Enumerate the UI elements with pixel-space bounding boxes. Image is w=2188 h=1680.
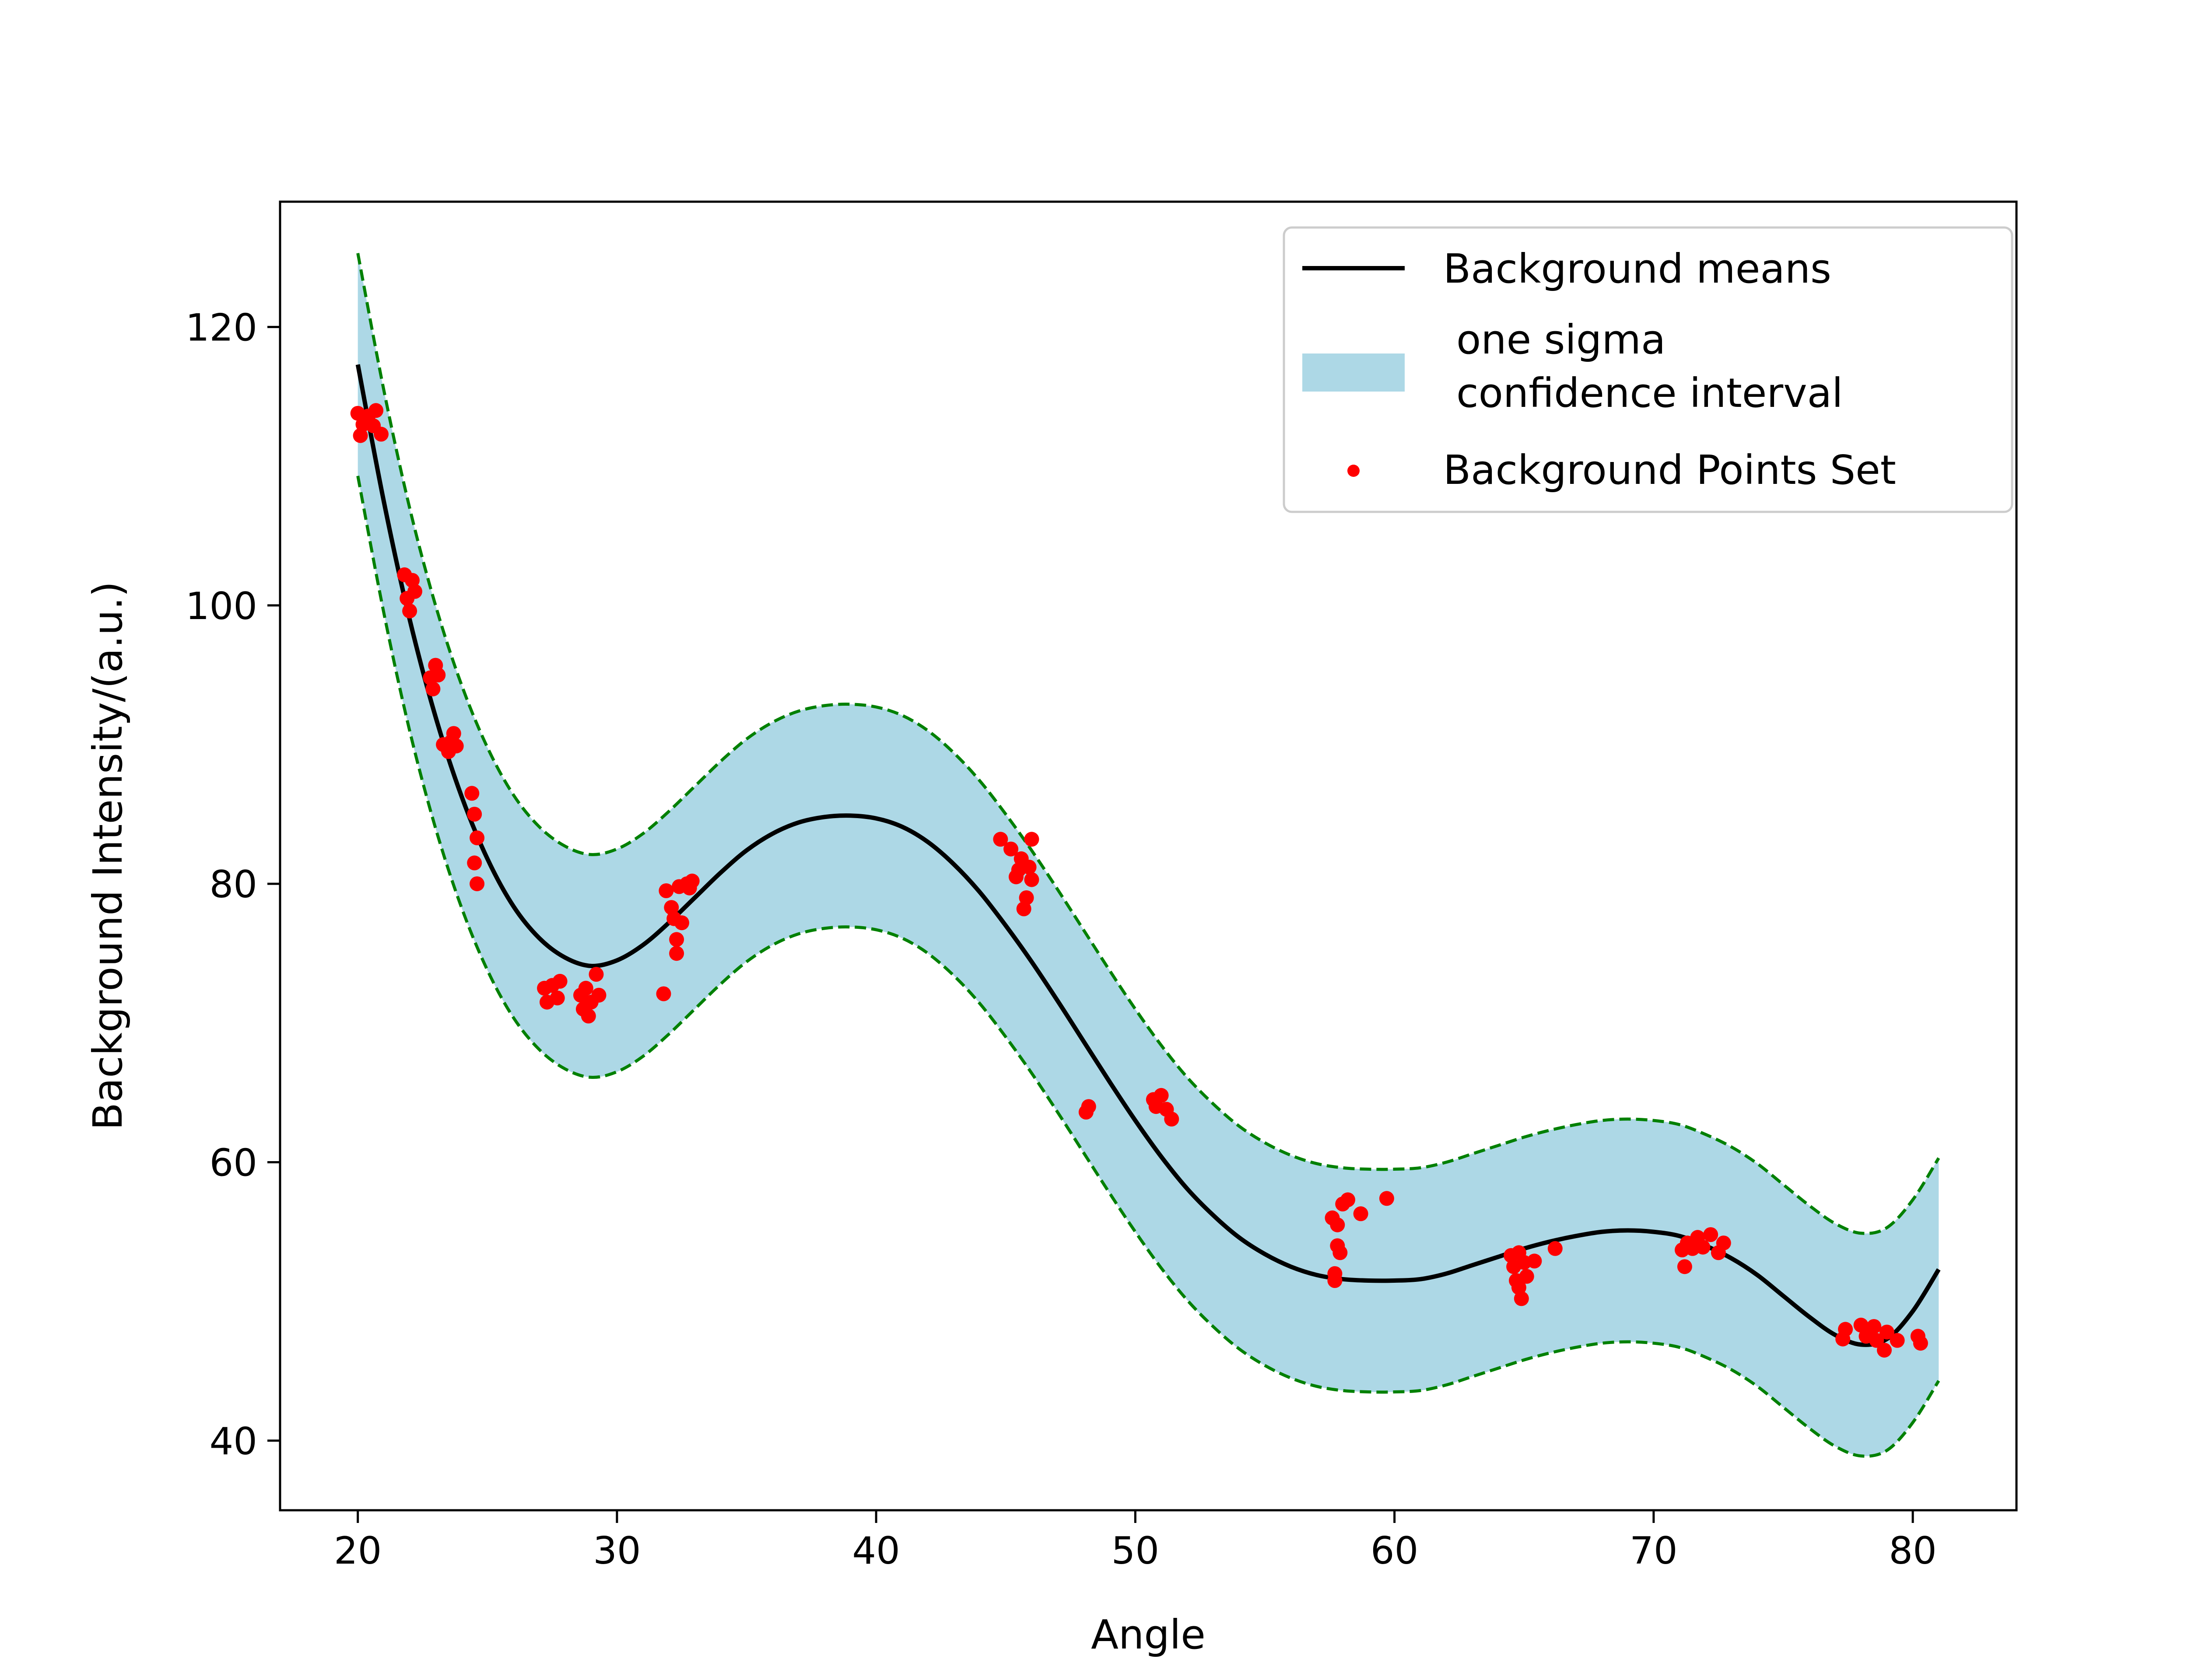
- background-point: [1703, 1227, 1718, 1242]
- background-point: [669, 932, 684, 947]
- background-point: [1519, 1269, 1534, 1284]
- background-point: [1879, 1324, 1894, 1340]
- background-point: [1330, 1217, 1345, 1232]
- background-point: [1003, 841, 1019, 857]
- x-tick-label: 50: [1112, 1529, 1159, 1573]
- background-point: [368, 403, 384, 418]
- y-axis-label: Background Intensity/(a.u.): [84, 581, 131, 1130]
- background-point: [405, 573, 420, 588]
- background-point: [589, 967, 604, 982]
- background-point: [1913, 1336, 1928, 1351]
- background-point: [1866, 1319, 1882, 1334]
- background-point: [656, 986, 671, 1001]
- background-point: [467, 855, 482, 871]
- background-point: [470, 830, 485, 846]
- x-tick-label: 40: [852, 1529, 900, 1573]
- background-point: [1332, 1245, 1348, 1260]
- background-point: [664, 900, 679, 915]
- background-point: [1019, 890, 1034, 905]
- background-point: [446, 726, 461, 741]
- legend-label-band: one sigma confidence interval: [1456, 316, 1843, 416]
- background-point: [1838, 1322, 1853, 1337]
- background-point: [550, 990, 565, 1006]
- y-tick-label: 60: [210, 1141, 257, 1185]
- x-tick-label: 30: [593, 1529, 641, 1573]
- y-tick-label: 40: [210, 1420, 257, 1463]
- legend-band-swatch: [1302, 354, 1405, 392]
- background-point: [1716, 1236, 1731, 1251]
- background-point: [1379, 1191, 1394, 1206]
- background-point: [1327, 1266, 1343, 1281]
- background-point: [659, 883, 674, 898]
- x-tick-label: 60: [1371, 1529, 1418, 1573]
- background-point: [1021, 860, 1037, 875]
- background-point: [467, 807, 482, 822]
- background-point: [1527, 1253, 1542, 1269]
- background-point: [669, 946, 684, 961]
- plot-frame: [279, 200, 2018, 1512]
- confidence-band: [356, 253, 1940, 1458]
- x-tick-label: 80: [1889, 1529, 1936, 1573]
- background-point: [374, 427, 389, 442]
- legend-band-line-1: one sigma: [1456, 316, 1666, 363]
- background-point: [1340, 1192, 1355, 1208]
- background-point: [470, 876, 485, 892]
- background-point: [1024, 832, 1039, 847]
- background-point: [449, 738, 464, 754]
- background-point: [425, 681, 441, 696]
- x-tick-label: 70: [1630, 1529, 1677, 1573]
- background-point: [1016, 901, 1031, 917]
- legend-point-swatch: [1347, 465, 1360, 477]
- background-point: [1890, 1333, 1905, 1348]
- mean-line: [355, 364, 1941, 1347]
- background-point: [552, 973, 568, 989]
- x-tick-label: 20: [334, 1529, 382, 1573]
- background-point: [1154, 1088, 1169, 1103]
- background-points: [350, 403, 1928, 1358]
- background-point: [431, 667, 446, 682]
- x-axis-label: Angle: [1091, 1611, 1206, 1658]
- legend-box: [1283, 226, 2013, 513]
- x-ticks: 20 30 40 50 60 70 80: [334, 1510, 1937, 1573]
- background-point: [407, 584, 422, 599]
- y-tick-label: 120: [186, 306, 257, 350]
- legend: Background means one sigma confidence in…: [1283, 226, 2013, 513]
- background-point: [1081, 1099, 1096, 1114]
- mean-line-layer: [355, 364, 1941, 1347]
- background-point: [464, 786, 480, 801]
- background-point: [1511, 1280, 1526, 1295]
- confidence-band-fill: [358, 253, 1939, 1456]
- background-point: [1353, 1206, 1368, 1222]
- background-point: [1514, 1291, 1529, 1306]
- legend-label-points: Background Points Set: [1443, 447, 1896, 494]
- background-point: [674, 915, 689, 931]
- background-point: [1695, 1239, 1711, 1255]
- background-point: [578, 980, 593, 996]
- legend-band-line-2: confidence interval: [1456, 370, 1843, 416]
- background-point: [402, 603, 417, 619]
- background-point: [993, 832, 1008, 847]
- background-point: [1547, 1241, 1563, 1256]
- lower-bound-line: [356, 476, 1940, 1458]
- y-ticks: 40 60 80 100 120: [186, 306, 280, 1463]
- background-point: [581, 1008, 596, 1024]
- background-point: [353, 428, 368, 443]
- background-point: [1164, 1111, 1179, 1127]
- background-point: [1877, 1343, 1892, 1358]
- y-tick-label: 100: [186, 584, 257, 628]
- background-point: [684, 873, 700, 889]
- upper-bound-line: [356, 253, 1940, 1235]
- y-tick-label: 80: [210, 863, 257, 906]
- background-point: [1853, 1317, 1869, 1333]
- background-point: [1024, 872, 1039, 887]
- legend-label-mean: Background means: [1443, 245, 1831, 292]
- background-point: [591, 987, 607, 1003]
- background-point: [1677, 1259, 1692, 1274]
